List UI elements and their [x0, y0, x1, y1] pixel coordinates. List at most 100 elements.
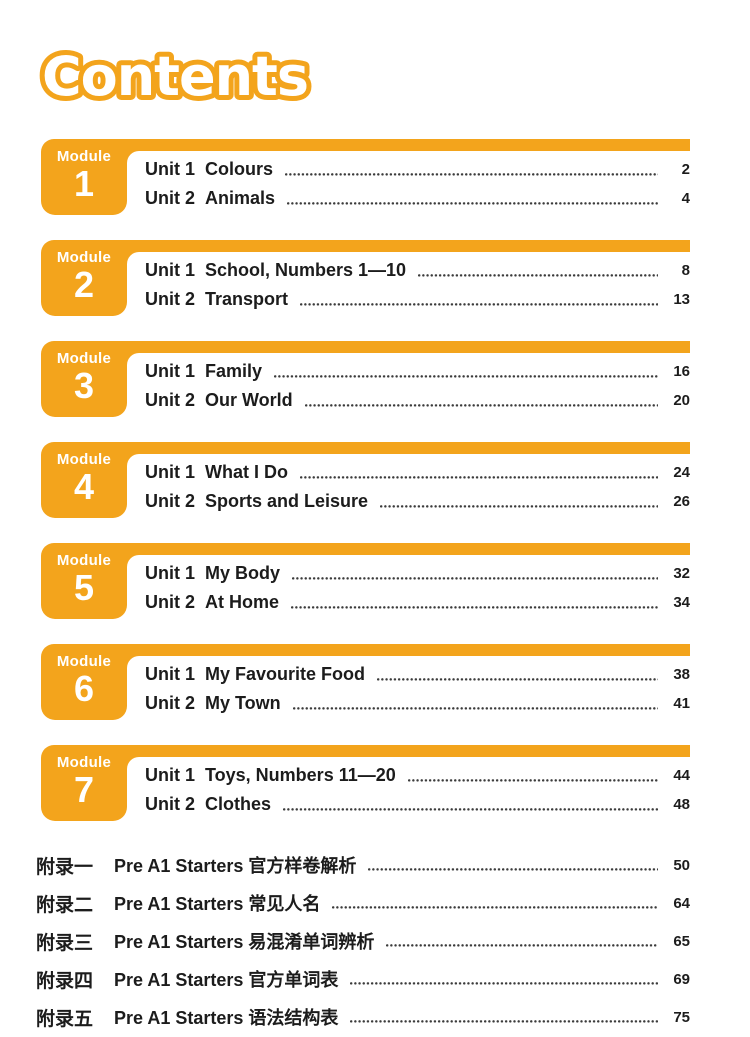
toc-entry: Unit 2 Sports and Leisure 26 — [145, 487, 690, 516]
unit-title: Colours — [205, 159, 274, 179]
module-number: 5 — [73, 567, 95, 608]
appendix-entry: 附录三 Pre A1 Starters 易混淆单词辨析 65 — [36, 922, 690, 960]
unit-title: Transport — [205, 289, 289, 309]
module-label: Module — [56, 754, 112, 771]
module-block-4: Module 4 Unit 1 What I Do 24 Unit 2 Spor… — [41, 442, 690, 518]
dotted-leader — [292, 706, 658, 710]
module-label: Module — [56, 552, 112, 569]
dotted-leader — [274, 374, 658, 378]
unit-label: Unit 1 — [145, 361, 196, 381]
unit-label: Unit 2 — [145, 693, 196, 713]
unit-title: Animals — [205, 188, 276, 208]
unit-title: My Town — [205, 693, 281, 713]
page-title: Contents — [36, 38, 366, 119]
module-label: Module — [56, 148, 112, 165]
module-block-6: Module 6 Unit 1 My Favourite Food 38 Uni… — [41, 644, 690, 720]
toc-entry: Unit 1 Family 16 — [145, 357, 690, 386]
module-label: Module — [56, 451, 112, 468]
toc-entry: Unit 1 My Body 32 — [145, 559, 690, 588]
page-number: 69 — [673, 970, 690, 988]
module-units-panel: Unit 1 My Favourite Food 38 Unit 2 My To… — [127, 656, 690, 720]
unit-label: Unit 1 — [145, 159, 196, 179]
module-number: 2 — [73, 264, 95, 305]
appendix-label: 附录三 — [36, 932, 94, 954]
toc-entry: Unit 2 Transport 13 — [145, 285, 690, 314]
appendix-label: 附录四 — [36, 970, 94, 992]
appendix-entry: 附录四 Pre A1 Starters 官方单词表 69 — [36, 960, 690, 998]
dotted-leader — [332, 906, 658, 909]
dotted-leader — [287, 201, 658, 205]
page-number: 20 — [673, 392, 690, 409]
page-number: 16 — [673, 363, 690, 380]
appendix-label: 附录一 — [36, 856, 94, 878]
unit-title: School, Numbers 1—10 — [205, 260, 407, 280]
page-number: 48 — [673, 796, 690, 813]
toc-entry: Unit 1 Toys, Numbers 11—20 44 — [145, 761, 690, 790]
unit-title: My Favourite Food — [205, 664, 366, 684]
page-number: 34 — [673, 594, 690, 611]
unit-title: Family — [205, 361, 263, 381]
unit-title: Toys, Numbers 11—20 — [205, 765, 396, 785]
module-block-2: Module 2 Unit 1 School, Numbers 1—10 8 U… — [41, 240, 690, 316]
toc-entry: Unit 1 School, Numbers 1—10 8 — [145, 256, 690, 285]
unit-label: Unit 2 — [145, 188, 196, 208]
appendix-title: Pre A1 Starters 语法结构表 — [114, 1008, 339, 1028]
module-units-panel: Unit 1 What I Do 24 Unit 2 Sports and Le… — [127, 454, 690, 518]
page-number: 41 — [673, 695, 690, 712]
module-units-panel: Unit 1 My Body 32 Unit 2 At Home 34 — [127, 555, 690, 619]
module-number: 4 — [73, 466, 95, 507]
dotted-leader — [350, 982, 658, 985]
toc-entry: Unit 2 Clothes 48 — [145, 790, 690, 819]
page-number: 26 — [673, 493, 690, 510]
unit-label: Unit 1 — [145, 765, 196, 785]
module-tab: Module 5 — [41, 543, 127, 619]
page-number: 38 — [673, 666, 690, 683]
dotted-leader — [291, 605, 658, 609]
page-number: 2 — [681, 161, 690, 178]
appendix-title: Pre A1 Starters 官方样卷解析 — [114, 856, 357, 876]
page-number: 50 — [673, 856, 690, 874]
unit-label: Unit 1 — [145, 664, 196, 684]
dotted-leader — [350, 1020, 658, 1023]
dotted-leader — [368, 868, 658, 871]
module-tab: Module 4 — [41, 442, 127, 518]
module-units-panel: Unit 1 Colours 2 Unit 2 Animals 4 — [127, 151, 690, 215]
unit-title: Clothes — [205, 794, 272, 814]
module-block-1: Module 1 Unit 1 Colours 2 Unit 2 Animals… — [41, 139, 690, 215]
page-number: 75 — [673, 1008, 690, 1026]
toc-entry: Unit 1 Colours 2 — [145, 155, 690, 184]
appendix-section: 附录一 Pre A1 Starters 官方样卷解析 50 附录二 Pre A1… — [36, 846, 690, 1036]
module-tab: Module 6 — [41, 644, 127, 720]
appendix-label: 附录二 — [36, 894, 94, 916]
page-number: 64 — [673, 894, 690, 912]
module-units-panel: Unit 1 Toys, Numbers 11—20 44 Unit 2 Clo… — [127, 757, 690, 821]
module-units-panel: Unit 1 School, Numbers 1—10 8 Unit 2 Tra… — [127, 252, 690, 316]
unit-title: Our World — [205, 390, 293, 410]
dotted-leader — [283, 807, 658, 811]
module-tab: Module 7 — [41, 745, 127, 821]
page-number: 4 — [681, 190, 690, 207]
appendix-title: Pre A1 Starters 官方单词表 — [114, 970, 339, 990]
dotted-leader — [285, 172, 658, 176]
dotted-leader — [300, 302, 658, 306]
toc-content: Module 1 Unit 1 Colours 2 Unit 2 Animals… — [36, 139, 690, 1036]
module-label: Module — [56, 249, 112, 266]
toc-entry: Unit 2 My Town 41 — [145, 689, 690, 718]
module-block-7: Module 7 Unit 1 Toys, Numbers 11—20 44 U… — [41, 745, 690, 821]
unit-label: Unit 2 — [145, 592, 196, 612]
page-number: 8 — [681, 262, 690, 279]
unit-label: Unit 2 — [145, 390, 196, 410]
module-units-panel: Unit 1 Family 16 Unit 2 Our World 20 — [127, 353, 690, 417]
unit-title: My Body — [205, 563, 281, 583]
unit-label: Unit 2 — [145, 289, 196, 309]
toc-entry: Unit 2 Animals 4 — [145, 184, 690, 213]
page-number: 44 — [673, 767, 690, 784]
page-number: 24 — [673, 464, 690, 481]
appendix-entry: 附录二 Pre A1 Starters 常见人名 64 — [36, 884, 690, 922]
module-number: 3 — [73, 365, 95, 406]
module-number: 1 — [73, 163, 95, 204]
module-block-3: Module 3 Unit 1 Family 16 Unit 2 Our Wor… — [41, 341, 690, 417]
page-number: 13 — [673, 291, 690, 308]
page-number: 65 — [673, 932, 690, 950]
